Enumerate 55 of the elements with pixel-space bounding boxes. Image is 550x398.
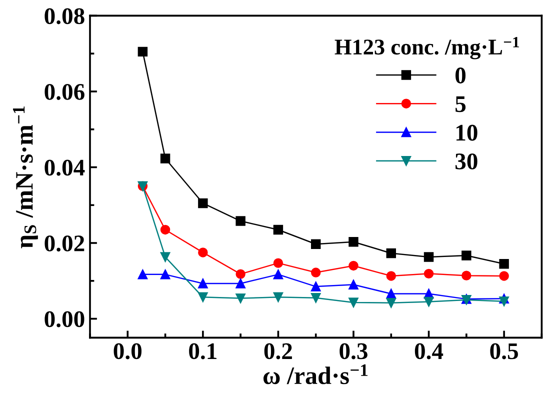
y-tick-label: 0.00 <box>44 311 84 328</box>
point <box>310 282 321 292</box>
x-tick-label: 0.5 <box>490 343 518 360</box>
x-tick-label: 0.0 <box>114 343 142 360</box>
point <box>386 248 396 258</box>
point <box>348 298 358 308</box>
point <box>138 46 148 57</box>
point <box>424 296 434 307</box>
point <box>160 252 170 262</box>
point <box>348 280 358 290</box>
legend-title: H123 conc. /mg·L$^{−1}$ <box>334 36 519 60</box>
y-axis-title: η$_{S}$ /mN·s·m$^{−1}$ <box>13 106 38 248</box>
point <box>138 270 148 280</box>
point <box>236 293 246 304</box>
point <box>273 292 284 302</box>
legend-label: 30 <box>455 153 478 170</box>
point <box>424 268 434 279</box>
point <box>273 270 284 280</box>
point <box>236 269 246 279</box>
point <box>160 224 170 235</box>
point <box>273 258 284 268</box>
point <box>160 154 170 164</box>
y-tick-label: 0.02 <box>44 235 84 252</box>
point <box>386 298 396 308</box>
y-tick-label: 0.06 <box>44 84 84 100</box>
point <box>499 258 509 269</box>
legend-label: 0 <box>456 68 466 84</box>
point <box>310 268 321 278</box>
point <box>198 278 208 288</box>
x-tick-label: 0.1 <box>189 343 216 360</box>
point <box>499 271 509 281</box>
point <box>198 198 208 208</box>
point <box>348 260 358 271</box>
point <box>236 278 246 288</box>
point <box>310 239 321 249</box>
point <box>424 252 434 262</box>
point <box>462 270 472 280</box>
x-tick-label: 0.3 <box>340 343 368 360</box>
point <box>310 293 321 303</box>
x-tick-label: 0.2 <box>264 343 292 360</box>
point <box>236 216 246 226</box>
y-tick-label: 0.04 <box>44 160 85 176</box>
x-tick-label: 0.4 <box>414 343 444 360</box>
x-axis-title: ω /rad·s$^{−1}$ <box>263 364 368 384</box>
point <box>198 248 208 258</box>
point <box>198 292 208 302</box>
legend-label: 5 <box>456 96 466 112</box>
point <box>499 296 509 306</box>
point <box>462 250 472 260</box>
point <box>160 270 170 280</box>
point <box>273 224 284 235</box>
point <box>348 236 358 247</box>
y-tick-label: 0.08 <box>44 8 84 24</box>
legend-label: 10 <box>456 124 478 141</box>
point <box>386 271 396 281</box>
